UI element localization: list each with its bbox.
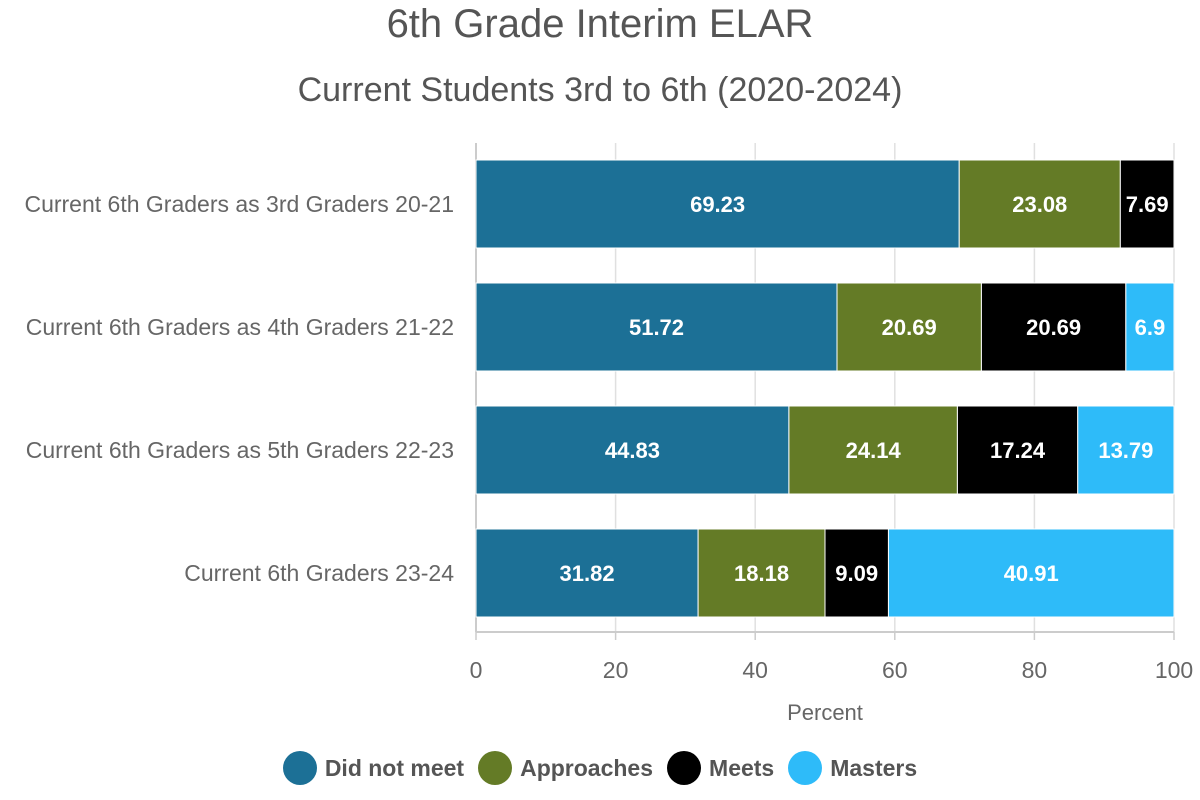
legend-swatch bbox=[282, 751, 317, 785]
bar-segment-masters bbox=[1125, 282, 1175, 372]
legend-item[interactable]: Did not meet bbox=[282, 751, 465, 785]
x-tick-label: 100 bbox=[1155, 657, 1193, 683]
x-tick-label: 80 bbox=[1022, 657, 1048, 683]
chart-title: 6th Grade Interim ELAR bbox=[386, 2, 814, 46]
bar-segment-did-not-meet bbox=[475, 405, 790, 495]
x-tick-label: 40 bbox=[742, 657, 768, 683]
bar-segment-approaches bbox=[788, 405, 958, 495]
legend: Did not meet Approaches Meets Masters bbox=[0, 748, 1200, 788]
bar-segment-did-not-meet bbox=[475, 159, 960, 249]
data-label: 44.83 bbox=[605, 438, 660, 463]
x-tick-label: 0 bbox=[470, 657, 483, 683]
bar-segment-meets bbox=[1119, 159, 1175, 249]
data-label: 24.14 bbox=[846, 438, 902, 463]
legend-label: Meets bbox=[709, 754, 775, 781]
legend-label: Masters bbox=[830, 754, 918, 781]
data-label: 51.72 bbox=[629, 315, 684, 340]
data-label: 40.91 bbox=[1004, 561, 1059, 586]
chart-subtitle: Current Students 3rd to 6th (2020-2024) bbox=[297, 71, 903, 109]
data-label: 9.09 bbox=[835, 561, 878, 586]
x-tick-label: 60 bbox=[882, 657, 908, 683]
y-category-label: Current 6th Graders 23-24 bbox=[184, 560, 454, 586]
data-label: 31.82 bbox=[560, 561, 615, 586]
x-tick-label: 20 bbox=[603, 657, 629, 683]
legend-item[interactable]: Approaches bbox=[478, 751, 653, 785]
bar-segment-approaches bbox=[958, 159, 1121, 249]
legend-item[interactable]: Masters bbox=[788, 751, 917, 785]
plot-area: 0 20 40 60 80 100 Percent Current 6th Graders a… bbox=[24, 143, 1193, 725]
x-axis-label: Percent bbox=[787, 700, 863, 725]
data-label: 7.69 bbox=[1126, 192, 1169, 217]
data-label: 18.18 bbox=[734, 561, 789, 586]
data-label: 23.08 bbox=[1012, 192, 1067, 217]
y-category-label: Current 6th Graders as 4th Graders 21-22 bbox=[26, 314, 454, 340]
bar-segment-meets bbox=[980, 282, 1127, 372]
data-label: 13.79 bbox=[1098, 438, 1153, 463]
legend-item[interactable]: Meets bbox=[667, 751, 774, 785]
data-label: 6.9 bbox=[1135, 315, 1166, 340]
bar-segment-masters bbox=[887, 528, 1175, 618]
data-label: 20.69 bbox=[882, 315, 937, 340]
y-category-label: Current 6th Graders as 3rd Graders 20-21 bbox=[24, 191, 454, 217]
legend-swatch bbox=[478, 751, 513, 785]
bar-segment-masters bbox=[1077, 405, 1175, 495]
bar-segment-approaches bbox=[836, 282, 982, 372]
data-label: 20.69 bbox=[1026, 315, 1081, 340]
bar-segment-meets bbox=[956, 405, 1079, 495]
data-label: 69.23 bbox=[690, 192, 745, 217]
legend-swatch bbox=[788, 751, 823, 785]
legend-label: Approaches bbox=[520, 754, 654, 781]
legend-label: Did not meet bbox=[324, 754, 465, 781]
data-label: 17.24 bbox=[990, 438, 1046, 463]
y-category-label: Current 6th Graders as 5th Graders 22-23 bbox=[26, 437, 454, 463]
bar-segment-did-not-meet bbox=[475, 282, 838, 372]
bar-segment-meets bbox=[824, 528, 889, 618]
legend-swatch bbox=[667, 751, 702, 785]
